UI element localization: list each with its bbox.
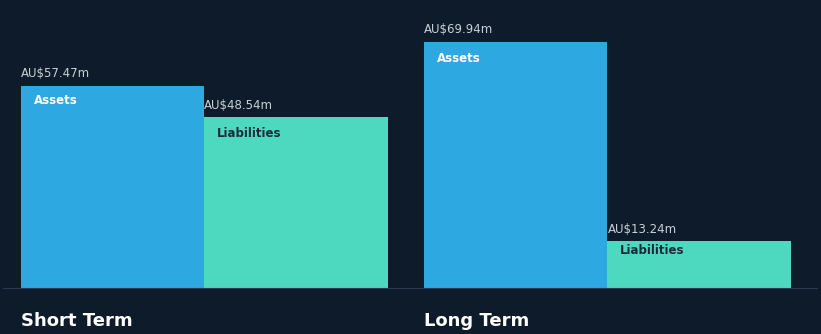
Text: Short Term: Short Term xyxy=(21,312,133,330)
Text: Assets: Assets xyxy=(34,94,78,107)
Bar xyxy=(204,117,388,288)
Text: Liabilities: Liabilities xyxy=(621,244,685,257)
Text: AU$48.54m: AU$48.54m xyxy=(204,99,273,112)
Text: AU$69.94m: AU$69.94m xyxy=(424,23,493,36)
Text: Assets: Assets xyxy=(437,51,481,64)
Text: AU$57.47m: AU$57.47m xyxy=(21,67,90,80)
Text: Long Term: Long Term xyxy=(424,312,530,330)
Text: Liabilities: Liabilities xyxy=(218,127,282,140)
Bar xyxy=(21,86,204,288)
Bar xyxy=(608,241,791,288)
Bar xyxy=(424,42,608,288)
Text: AU$13.24m: AU$13.24m xyxy=(608,223,677,236)
